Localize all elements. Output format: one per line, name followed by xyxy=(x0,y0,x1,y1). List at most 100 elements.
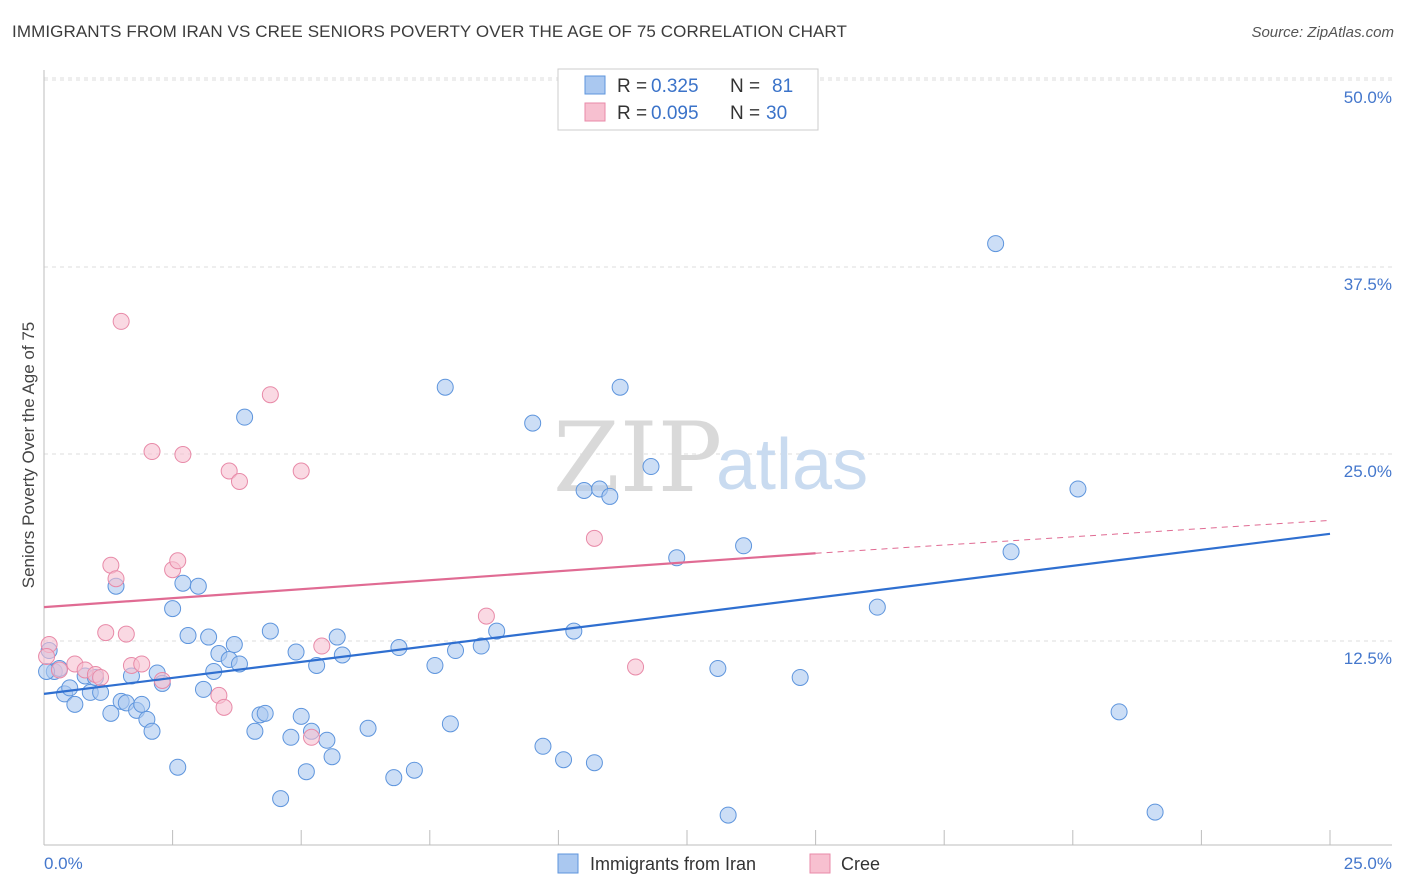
legend-n-label: N = xyxy=(730,76,760,97)
data-point xyxy=(359,719,377,737)
data-point xyxy=(282,728,300,746)
legend-n-value: 30 xyxy=(766,103,787,124)
legend-item-cree: Cree xyxy=(841,854,880,874)
legend-n-value: 81 xyxy=(772,76,793,97)
data-point xyxy=(215,698,233,716)
data-point xyxy=(987,235,1005,253)
data-point xyxy=(287,643,305,661)
data-point xyxy=(436,378,454,396)
data-point xyxy=(50,661,68,679)
legend-bottom: Immigrants from Iran Cree xyxy=(557,853,880,874)
data-point xyxy=(236,408,254,426)
y-tick-label: 50.0% xyxy=(1344,88,1392,107)
data-point xyxy=(97,624,115,642)
y-tick-label: 25.0% xyxy=(1344,462,1392,481)
legend-swatch-pink xyxy=(584,102,606,122)
data-point xyxy=(164,600,182,618)
data-point xyxy=(328,628,346,646)
data-point xyxy=(102,704,120,722)
data-point xyxy=(38,648,56,666)
data-point xyxy=(488,622,506,640)
data-point xyxy=(585,529,603,547)
legend-item-immigrants-from-iran: Immigrants from Iran xyxy=(590,854,756,874)
data-point xyxy=(292,707,310,725)
data-point xyxy=(61,679,79,697)
data-point xyxy=(133,695,151,713)
data-point xyxy=(441,715,459,733)
data-point xyxy=(92,668,110,686)
trendline xyxy=(815,519,1331,554)
trendline xyxy=(43,532,1331,695)
watermark-atlas: atlas xyxy=(716,425,868,505)
y-axis-labels: 12.5% 25.0% 37.5% 50.0% xyxy=(1344,88,1392,668)
legend-swatch-blue xyxy=(557,853,579,874)
data-point xyxy=(107,570,125,588)
legend-swatch-pink xyxy=(809,853,831,874)
data-point xyxy=(585,754,603,772)
data-point xyxy=(627,658,645,676)
data-point xyxy=(246,722,264,740)
series-immigrants-from-iran xyxy=(38,235,1164,824)
data-point xyxy=(611,378,629,396)
x-tick-label-min: 0.0% xyxy=(44,854,83,873)
data-point xyxy=(709,659,727,677)
legend-top: R = 0.325 N = 81 R = 0.095 N = 30 xyxy=(557,68,819,131)
data-point xyxy=(169,758,187,776)
data-point xyxy=(174,446,192,464)
source-label: Source: ZipAtlas.com xyxy=(1251,24,1394,41)
data-point xyxy=(117,625,135,643)
data-point xyxy=(169,552,187,570)
data-point xyxy=(318,731,336,749)
legend-swatch-blue xyxy=(584,75,606,95)
data-point xyxy=(194,680,212,698)
data-point xyxy=(256,704,274,722)
data-point xyxy=(472,637,490,655)
data-point xyxy=(1110,703,1128,721)
data-point xyxy=(447,642,465,660)
data-point xyxy=(534,737,552,755)
data-point xyxy=(601,487,619,505)
data-point xyxy=(302,728,320,746)
chart-title: IMMIGRANTS FROM IRAN VS CREE SENIORS POV… xyxy=(12,22,847,41)
data-point xyxy=(66,695,84,713)
y-axis-title: Seniors Poverty Over the Age of 75 xyxy=(19,322,38,588)
data-point xyxy=(1069,480,1087,498)
trendline xyxy=(43,552,816,609)
data-point xyxy=(143,443,161,461)
data-point xyxy=(200,628,218,646)
data-point xyxy=(791,668,809,686)
data-point xyxy=(174,574,192,592)
data-point xyxy=(133,655,151,673)
legend-r-label: R = xyxy=(617,103,647,124)
data-point xyxy=(575,481,593,499)
x-tick-label-max: 25.0% xyxy=(1344,854,1392,873)
data-point xyxy=(189,577,207,595)
data-point xyxy=(1146,803,1164,821)
data-point xyxy=(112,312,130,330)
x-axis-ticks xyxy=(172,830,1331,845)
data-point xyxy=(272,790,290,808)
trendlines xyxy=(43,519,1331,695)
data-point xyxy=(555,751,573,769)
data-point xyxy=(1002,543,1020,561)
series-cree xyxy=(38,312,645,746)
data-point xyxy=(642,458,660,476)
data-point xyxy=(179,627,197,645)
data-point xyxy=(524,414,542,432)
data-point xyxy=(477,607,495,625)
data-point xyxy=(323,748,341,766)
legend-r-value: 0.325 xyxy=(651,76,699,97)
data-point xyxy=(261,386,279,404)
data-point xyxy=(230,472,248,490)
legend-r-value: 0.095 xyxy=(651,103,699,124)
y-tick-label: 12.5% xyxy=(1344,649,1392,668)
data-point xyxy=(220,462,238,480)
data-point xyxy=(297,763,315,781)
watermark-zip: ZIP xyxy=(553,402,722,514)
data-point xyxy=(565,622,583,640)
data-point xyxy=(735,537,753,555)
data-point xyxy=(261,622,279,640)
data-point xyxy=(390,639,408,657)
data-point xyxy=(868,598,886,616)
